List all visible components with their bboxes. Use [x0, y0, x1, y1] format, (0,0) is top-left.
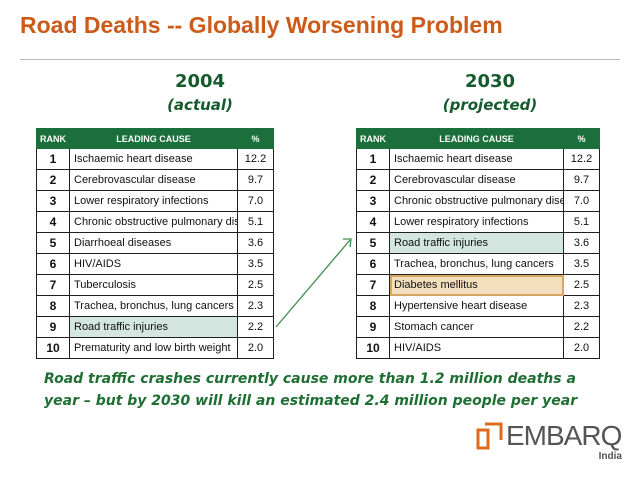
header-cause: LEADING CAUSE — [389, 128, 564, 149]
header-rank: RANK — [356, 128, 390, 149]
cause-cell: Lower respiratory infections — [389, 211, 564, 233]
caption-line-2: year – but by 2030 will kill an estimate… — [44, 393, 578, 409]
embarq-logo-icon — [476, 422, 503, 450]
pct-cell: 5.1 — [563, 211, 600, 233]
left-subtitle: (actual) — [167, 96, 233, 114]
table-row: 5 Diarrhoeal diseases 3.6 — [36, 232, 274, 254]
pct-cell: 3.6 — [563, 232, 600, 254]
rank-cell: 10 — [36, 337, 70, 359]
embarq-logo: EMBARQ India — [476, 420, 626, 462]
table-row: 9 Stomach cancer 2.2 — [356, 316, 600, 338]
pct-cell: 3.6 — [237, 232, 274, 254]
table-2004: RANK LEADING CAUSE % 1 Ischaemic heart di… — [36, 128, 274, 359]
pct-cell: 3.5 — [237, 253, 274, 275]
table-row: 10 HIV/AIDS 2.0 — [356, 337, 600, 359]
logo-wordmark: EMBARQ — [506, 420, 622, 451]
table-row: 7 Tuberculosis 2.5 — [36, 274, 274, 296]
table-row: 3 Lower respiratory infections 7.0 — [36, 190, 274, 212]
pct-cell: 2.5 — [237, 274, 274, 296]
table-row: 6 HIV/AIDS 3.5 — [36, 253, 274, 275]
left-year: 2004 — [174, 71, 226, 92]
cause-cell: HIV/AIDS — [69, 253, 238, 275]
cause-cell: Trachea, bronchus, lung cancers — [389, 253, 564, 275]
table-row: 10 Prematurity and low birth weight 2.0 — [36, 337, 274, 359]
caption: Road traffic crashes currently cause mor… — [44, 368, 604, 412]
logo-region: India — [598, 451, 622, 462]
title-divider — [20, 59, 620, 60]
pct-cell: 12.2 — [563, 148, 600, 170]
cause-cell: HIV/AIDS — [389, 337, 564, 359]
cause-cell: Road traffic injuries — [389, 232, 564, 254]
cause-cell: Lower respiratory infections — [69, 190, 238, 212]
right-subtitle: (projected) — [442, 96, 538, 114]
table-2030: RANK LEADING CAUSE % 1 Ischaemic heart di… — [356, 128, 600, 359]
cause-cell: Diarrhoeal diseases — [69, 232, 238, 254]
page-title: Road Deaths -- Globally Worsening Proble… — [20, 12, 503, 38]
table-row-highlighted: 9 Road traffic injuries 2.2 — [36, 316, 274, 338]
table-row: 1 Ischaemic heart disease 12.2 — [36, 148, 274, 170]
pct-cell: 2.3 — [563, 295, 600, 317]
table-row: 8 Trachea, bronchus, lung cancers 2.3 — [36, 295, 274, 317]
cause-cell: Chronic obstructive pulmonary disease — [69, 211, 238, 233]
table-header-row: RANK LEADING CAUSE % — [356, 128, 600, 149]
caption-line-1: Road traffic crashes currently cause mor… — [44, 371, 576, 387]
pct-cell: 2.5 — [563, 274, 600, 296]
cause-cell: Road traffic injuries — [69, 316, 238, 338]
pct-cell: 2.0 — [237, 337, 274, 359]
pct-cell: 2.0 — [563, 337, 600, 359]
header-pct: % — [563, 128, 600, 149]
table-row: 8 Hypertensive heart disease 2.3 — [356, 295, 600, 317]
right-year-heading: 2030 (projected) — [380, 70, 600, 116]
table-row-highlighted: 5 Road traffic injuries 3.6 — [356, 232, 600, 254]
cause-cell: Chronic obstructive pulmonary disease — [389, 190, 564, 212]
arrow-line — [275, 239, 351, 328]
arrow-head — [343, 238, 352, 248]
table-row: 4 Lower respiratory infections 5.1 — [356, 211, 600, 233]
cause-cell: Tuberculosis — [69, 274, 238, 296]
pct-cell: 7.0 — [563, 190, 600, 212]
cause-cell: Hypertensive heart disease — [389, 295, 564, 317]
pct-cell: 12.2 — [237, 148, 274, 170]
left-year-heading: 2004 (actual) — [90, 70, 310, 116]
cause-cell: Prematurity and low birth weight — [69, 337, 238, 359]
header-pct: % — [237, 128, 274, 149]
cause-cell: Cerebrovascular disease — [69, 169, 238, 191]
right-year: 2030 — [464, 71, 516, 92]
table-row: 1 Ischaemic heart disease 12.2 — [356, 148, 600, 170]
table-row: 6 Trachea, bronchus, lung cancers 3.5 — [356, 253, 600, 275]
table-row: 2 Cerebrovascular disease 9.7 — [36, 169, 274, 191]
cause-cell: Trachea, bronchus, lung cancers — [69, 295, 238, 317]
